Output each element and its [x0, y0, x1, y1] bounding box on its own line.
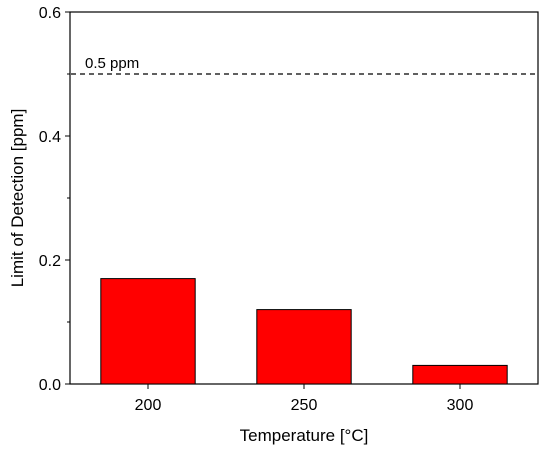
y-tick-label: 0.2 — [39, 253, 61, 270]
reference-layer: 0.5 ppm — [71, 55, 537, 75]
y-tick-label: 0.6 — [39, 5, 61, 22]
bar-200 — [100, 278, 196, 385]
y-axis-title: Limit of Detection [ppm] — [8, 109, 27, 288]
y-tick-label: 0.4 — [39, 129, 61, 146]
x-tick-label-250: 250 — [291, 397, 318, 414]
x-tick-label-300: 300 — [447, 397, 474, 414]
x-axis: 200 250 300 — [135, 384, 474, 414]
bars-layer — [100, 278, 508, 385]
bar-250 — [256, 309, 352, 385]
y-axis: 0.0 0.2 0.4 0.6 — [39, 5, 70, 394]
x-tick-label-200: 200 — [135, 397, 162, 414]
x-axis-title: Temperature [°C] — [240, 426, 369, 445]
y-tick-label: 0.0 — [39, 377, 61, 394]
reference-line-label: 0.5 ppm — [85, 55, 139, 72]
bar-300 — [412, 364, 508, 385]
